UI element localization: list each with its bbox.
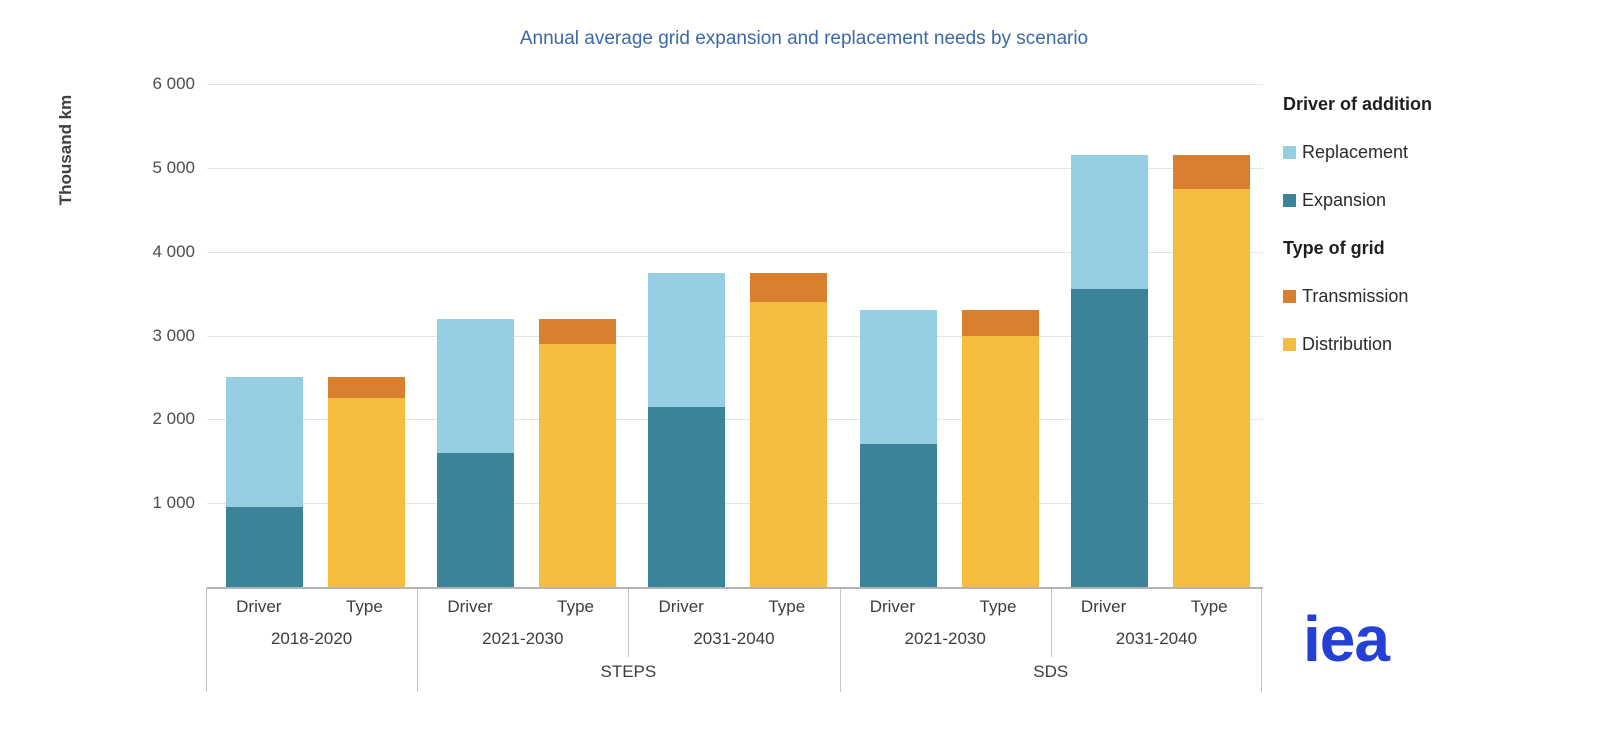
bar-segment-distribution: [328, 398, 405, 587]
legend-item-distribution: Distribution: [1283, 333, 1583, 355]
bar-driver: [226, 377, 303, 587]
bar-segment-expansion: [1070, 289, 1148, 587]
x-group-2031-2040: Driver Type 2031-2040: [1051, 589, 1262, 657]
axis-separator: [417, 589, 419, 692]
bar-type: [1172, 155, 1250, 587]
gridline: [207, 335, 1263, 337]
bar-segment-expansion: [648, 406, 726, 587]
bar-label: Type: [768, 597, 806, 616]
bar-label-row: Driver Type: [840, 589, 1051, 624]
bar-label: Type: [345, 597, 383, 616]
legend-swatch-icon: [1283, 145, 1296, 159]
bar-driver: [437, 318, 515, 587]
axis-separator: [1261, 589, 1262, 692]
bar-label: Driver: [1080, 597, 1127, 616]
bar-driver: [1070, 155, 1148, 587]
bar-segment-transmission: [539, 318, 617, 344]
y-axis-ticks: 6 000 5 000 4 000 3 000 2 000 1 000: [118, 74, 195, 587]
y-tick-label: 4 000: [152, 241, 195, 261]
bar-segment-replacement: [226, 377, 303, 508]
y-tick-label: 1 000: [152, 493, 195, 513]
x-group-2018-2020: Driver Type 2018-2020: [206, 589, 417, 657]
bar-segment-transmission: [961, 310, 1039, 336]
period-label: 2031-2040: [1115, 629, 1198, 648]
bar-segment-replacement: [859, 310, 937, 445]
bar-type: [539, 318, 617, 587]
bar-segment-distribution: [1172, 188, 1250, 587]
legend-item-label: Expansion: [1302, 189, 1387, 210]
bar-segment-transmission: [1172, 155, 1250, 189]
bar-segment-distribution: [750, 301, 828, 587]
bar-segment-expansion: [859, 444, 937, 587]
bar-label-row: Driver Type: [1051, 589, 1262, 624]
plot-area: [207, 84, 1263, 588]
bar-driver: [648, 272, 726, 587]
bar-label: Driver: [236, 597, 282, 616]
y-tick-label: 5 000: [152, 157, 195, 177]
iea-logo: iea: [1303, 603, 1390, 675]
y-tick-label: 6 000: [152, 74, 195, 93]
bar-segment-transmission: [750, 272, 828, 302]
bar-segment-expansion: [226, 507, 303, 587]
bar-label: Driver: [658, 597, 704, 616]
axis-separator: [1050, 589, 1052, 657]
period-label: 2021-2030: [904, 629, 986, 648]
y-tick-label: 3 000: [152, 325, 195, 345]
bar-segment-replacement: [1070, 155, 1148, 290]
bar-label-row: Driver Type: [206, 589, 417, 624]
bar-label: Driver: [447, 597, 493, 616]
bar-label: Driver: [869, 597, 916, 616]
period-label: 2021-2030: [482, 629, 564, 648]
gridline: [207, 419, 1263, 421]
legend-header: Type of grid: [1283, 238, 1385, 258]
legend-item-transmission: Transmission: [1283, 285, 1583, 307]
gridline: [207, 251, 1263, 253]
bar-label: Type: [1190, 597, 1228, 616]
bar-type: [961, 310, 1039, 587]
bar-segment-distribution: [961, 335, 1039, 587]
y-axis-label: Thousand km: [56, 94, 75, 206]
bar-segment-distribution: [539, 343, 617, 587]
period-label: 2018-2020: [270, 629, 353, 648]
gridline: [207, 84, 1263, 85]
x-group-2021-2030: Driver Type 2021-2030: [417, 589, 628, 657]
x-axis-band: Driver Type 2018-2020 Driver Type 2021-2030 Dr…: [206, 588, 1263, 692]
gridline: [207, 503, 1263, 505]
bar-type: [750, 272, 828, 587]
scenario-label-STEPS: STEPS: [600, 662, 657, 681]
period-label: 2031-2040: [693, 629, 775, 648]
bar-segment-replacement: [648, 272, 726, 407]
legend-item-label: Replacement: [1302, 141, 1409, 162]
legend-item-replacement: Replacement: [1283, 141, 1583, 163]
axis-separator: [206, 589, 207, 692]
x-group-2031-2040: Driver Type 2031-2040: [628, 589, 839, 657]
legend-item-label: Distribution: [1302, 333, 1393, 354]
legend-header: Driver of addition: [1283, 94, 1433, 114]
legend-swatch-icon: [1283, 193, 1296, 207]
legend-item-label: Transmission: [1302, 285, 1409, 306]
bar-label: Type: [557, 597, 594, 616]
axis-separator: [628, 589, 630, 657]
bar-label-row: Driver Type: [417, 589, 628, 624]
bar-segment-replacement: [437, 318, 515, 453]
legend-swatch-icon: [1283, 289, 1296, 303]
legend-item-expansion: Expansion: [1283, 189, 1583, 211]
legend: Driver of addition Replacement Expansion Ty…: [1283, 93, 1583, 381]
bar-driver: [859, 310, 937, 587]
axis-separator: [839, 589, 841, 692]
x-group-2021-2030: Driver Type 2021-2030: [840, 589, 1051, 657]
chart-title: Annual average grid expansion and replac…: [519, 28, 1089, 49]
bar-segment-expansion: [437, 452, 515, 587]
legend-swatch-icon: [1283, 337, 1296, 351]
bar-type: [328, 377, 405, 587]
bar-segment-transmission: [328, 377, 405, 399]
scenario-label-SDS: SDS: [1033, 662, 1069, 681]
y-tick-label: 2 000: [152, 409, 195, 429]
gridline: [207, 167, 1263, 169]
bar-label: Type: [979, 597, 1017, 616]
bar-label-row: Driver Type: [628, 589, 839, 624]
